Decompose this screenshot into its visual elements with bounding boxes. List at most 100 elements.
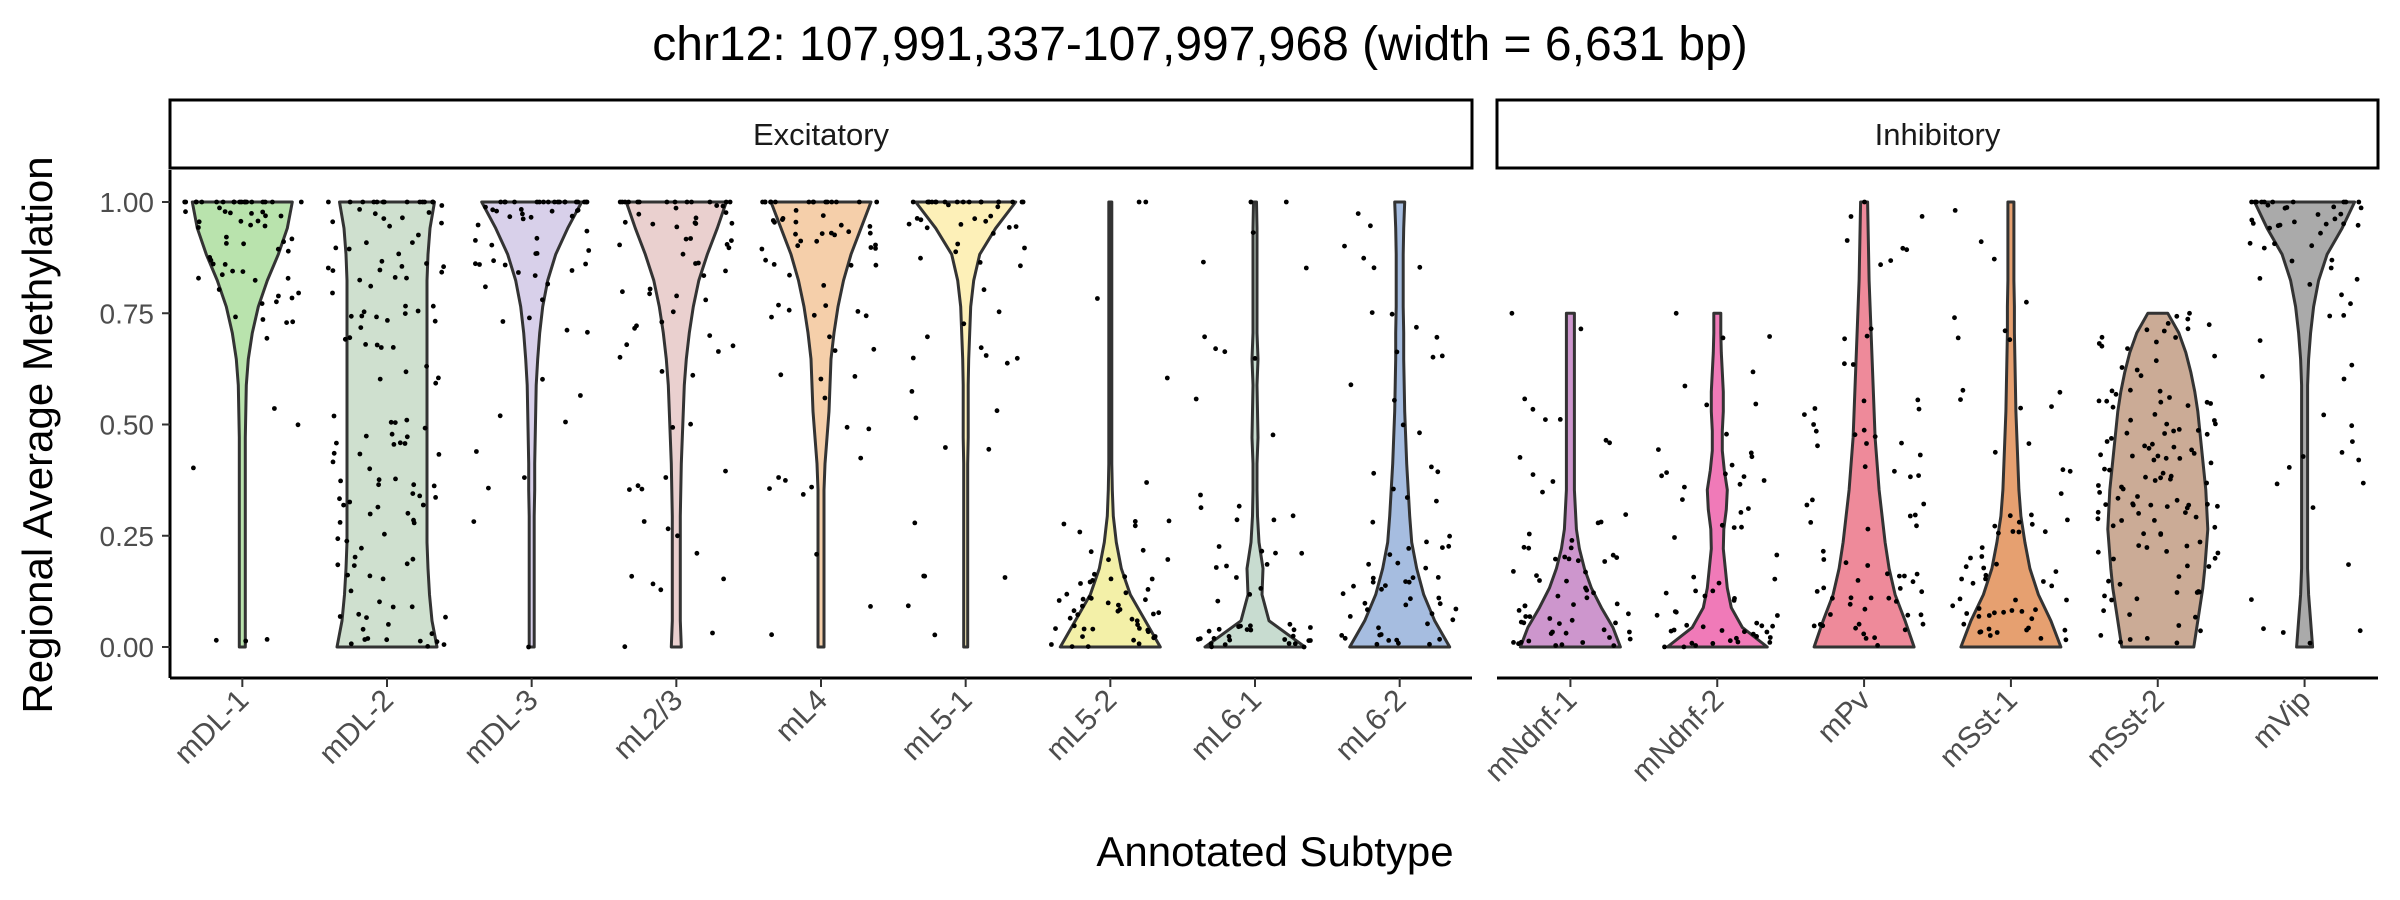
data-point <box>390 345 396 350</box>
data-point <box>2174 590 2180 595</box>
data-point <box>433 380 439 386</box>
data-point <box>723 268 728 274</box>
data-point <box>2259 199 2265 205</box>
chart-title: chr12: 107,991,337-107,997,968 (width = … <box>652 18 1748 71</box>
data-point <box>918 255 923 261</box>
data-point <box>507 214 513 220</box>
violin-mpv <box>1802 199 1927 649</box>
data-point <box>1434 498 1439 504</box>
data-point <box>818 376 824 382</box>
data-point <box>1753 401 1759 407</box>
data-point <box>386 622 391 627</box>
data-point <box>1919 589 1925 595</box>
data-point <box>1562 554 1568 560</box>
data-point <box>627 487 632 492</box>
data-point <box>1526 531 1532 537</box>
data-point <box>820 213 826 219</box>
data-point <box>345 572 350 578</box>
data-point <box>2257 276 2263 281</box>
data-point <box>2109 597 2115 603</box>
data-point <box>196 219 202 225</box>
data-point <box>348 588 354 594</box>
data-point <box>1132 519 1138 524</box>
data-point <box>1992 610 1997 616</box>
data-point <box>562 199 568 205</box>
data-point <box>2096 483 2101 488</box>
data-point <box>2102 593 2107 599</box>
data-point <box>1958 397 1963 402</box>
data-point <box>2098 452 2104 458</box>
data-point <box>1370 579 1376 585</box>
data-point <box>1863 636 1869 641</box>
y-tick-label: 1.00 <box>100 187 155 218</box>
data-point <box>326 199 331 205</box>
data-point <box>664 199 670 205</box>
data-point <box>248 222 254 228</box>
data-point <box>1916 406 1922 412</box>
data-point <box>1193 396 1199 402</box>
data-point <box>1395 560 1401 566</box>
data-point <box>793 219 799 225</box>
data-point <box>263 213 268 219</box>
data-point <box>1340 591 1346 597</box>
data-point <box>955 241 961 247</box>
data-point <box>2358 205 2364 211</box>
data-point <box>2157 388 2163 394</box>
violin-ml5-2 <box>1049 199 1172 649</box>
data-point <box>1122 574 1128 580</box>
data-point <box>2019 609 2025 614</box>
data-point <box>694 550 700 556</box>
data-point <box>2167 395 2172 400</box>
data-point <box>1920 621 1926 627</box>
data-point <box>1273 550 1278 556</box>
data-point <box>417 199 423 205</box>
data-point <box>776 475 781 480</box>
data-point <box>684 199 690 205</box>
data-point <box>540 376 545 382</box>
data-point <box>721 576 726 582</box>
data-point <box>2174 497 2180 503</box>
data-point <box>2338 211 2344 217</box>
data-point <box>2204 480 2210 486</box>
data-point <box>972 216 978 222</box>
data-point <box>1287 621 1293 627</box>
data-point <box>1061 521 1067 527</box>
data-point <box>243 638 249 644</box>
data-point <box>298 199 304 205</box>
data-point <box>787 272 792 278</box>
data-point <box>2350 439 2355 444</box>
data-point <box>1234 575 1239 580</box>
data-point <box>2029 521 2035 527</box>
data-point <box>2106 578 2111 584</box>
data-point <box>1981 565 1987 571</box>
data-point <box>289 295 295 301</box>
facet-strip-label: Inhibitory <box>1875 117 2001 152</box>
data-point <box>978 345 984 351</box>
data-point <box>2339 292 2344 298</box>
data-point <box>1198 492 1203 498</box>
data-point <box>330 290 335 296</box>
data-point <box>1292 641 1298 647</box>
data-point <box>675 533 680 539</box>
data-point <box>1080 634 1085 639</box>
data-point <box>2164 504 2170 509</box>
data-point <box>1914 523 1919 529</box>
data-point <box>337 520 343 525</box>
data-point <box>230 268 236 274</box>
data-point <box>569 268 575 273</box>
data-point <box>2010 529 2016 534</box>
data-point <box>2356 199 2362 205</box>
data-point <box>1598 519 1604 525</box>
data-point <box>2158 475 2164 481</box>
data-point <box>1250 230 1256 236</box>
data-point <box>2290 199 2296 205</box>
data-point <box>1145 587 1151 592</box>
x-tick-label: mNdnf-1 <box>1479 684 1584 789</box>
data-point <box>1693 588 1698 594</box>
data-point <box>1439 353 1445 359</box>
data-point <box>2343 199 2349 205</box>
data-point <box>620 289 625 295</box>
data-point <box>1979 554 1985 559</box>
x-tick-label: mDL-1 <box>168 684 255 771</box>
data-point <box>1436 595 1442 601</box>
